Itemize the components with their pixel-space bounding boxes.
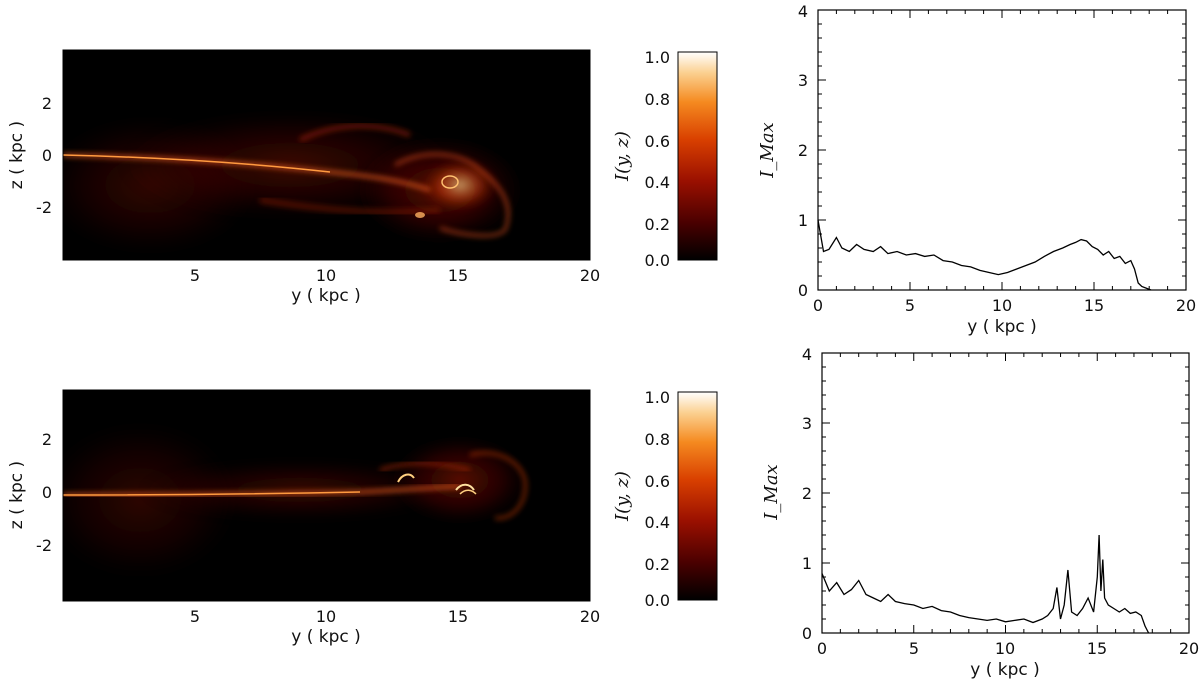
line-top-y-ticks: 0 1 2 3 4 <box>798 2 808 300</box>
x-tick-label: 5 <box>190 266 200 285</box>
x-tick-label: 20 <box>1176 296 1196 315</box>
plot-area <box>817 9 1187 291</box>
line-top-x-ticks: 0 5 10 15 20 <box>813 296 1196 315</box>
line-plot-top-right: 0 1 2 3 4 0 5 10 15 20 y ( kpc ) I_Max <box>757 2 1196 337</box>
y-tick-label: 3 <box>802 414 812 433</box>
line-plot-bottom-right: 0 1 2 3 4 0 5 10 15 20 y ( kpc ) I_Max <box>761 345 1199 680</box>
data-series-line <box>817 219 1152 291</box>
x-tick-label: 10 <box>316 266 336 285</box>
colorbar-top-gradient <box>677 51 718 261</box>
colorbar-bottom-ticks: 1.0 0.8 0.6 0.4 0.2 0.0 <box>645 388 670 610</box>
x-tick-label: 10 <box>992 296 1012 315</box>
y-tick-label: 0 <box>42 483 52 502</box>
jet-emission-bottom <box>63 420 530 580</box>
y-tick-label: 2 <box>42 94 52 113</box>
x-tick-label: 15 <box>448 266 468 285</box>
colorbar-label: I(y, z) <box>612 131 633 182</box>
line-bottom-y-ticks: 0 1 2 3 4 <box>802 345 812 643</box>
colorbar-bottom: 1.0 0.8 0.6 0.4 0.2 0.0 I(y, z) <box>612 388 718 610</box>
x-axis-label: y ( kpc ) <box>291 627 361 647</box>
x-tick-label: 20 <box>1179 639 1199 658</box>
x-tick-label: 5 <box>909 639 919 658</box>
colorbar-label: I(y, z) <box>612 471 633 522</box>
jet-emission-top <box>63 110 525 255</box>
x-tick-label: 5 <box>190 607 200 626</box>
colorbar-top-ticks: 1.0 0.8 0.6 0.4 0.2 0.0 <box>645 48 670 270</box>
data-series-line <box>821 534 1150 634</box>
y-axis-label: z ( kpc ) <box>7 461 27 529</box>
x-tick-label: 15 <box>448 607 468 626</box>
colorbar-tick-label: 0.0 <box>645 591 670 610</box>
y-tick-label: 2 <box>42 430 52 449</box>
x-tick-label: 20 <box>580 266 600 285</box>
y-tick-label: 2 <box>798 141 808 160</box>
y-axis-label: I_Max <box>757 122 778 178</box>
colorbar-tick-label: 0.2 <box>645 555 670 574</box>
x-axis-label: y ( kpc ) <box>970 660 1040 680</box>
colorbar-tick-label: 0.8 <box>645 430 670 449</box>
heatmap-top-y-ticks: 2 0 -2 <box>36 94 52 217</box>
colorbar-tick-label: 0.8 <box>645 90 670 109</box>
colorbar-tick-label: 0.0 <box>645 251 670 270</box>
plot-area <box>821 352 1190 634</box>
x-tick-label: 5 <box>905 296 915 315</box>
y-tick-label: -2 <box>36 198 52 217</box>
y-axis-label: z ( kpc ) <box>7 121 27 189</box>
y-tick-label: 0 <box>42 146 52 165</box>
y-tick-label: 0 <box>802 624 812 643</box>
y-tick-label: 2 <box>802 484 812 503</box>
x-tick-label: 20 <box>580 607 600 626</box>
y-tick-label: 0 <box>798 281 808 300</box>
y-axis-label: I_Max <box>761 464 782 520</box>
colorbar-bottom-gradient <box>677 391 718 601</box>
heatmap-bottom-x-ticks: 5 10 15 20 <box>190 607 600 626</box>
line-bottom-x-ticks: 0 5 10 15 20 <box>817 639 1199 658</box>
y-tick-label: 3 <box>798 71 808 90</box>
colorbar-top: 1.0 0.8 0.6 0.4 0.2 0.0 I(y, z) <box>612 48 718 270</box>
x-axis-label: y ( kpc ) <box>967 317 1037 337</box>
x-axis-label: y ( kpc ) <box>291 286 361 306</box>
y-tick-label: 1 <box>798 211 808 230</box>
colorbar-tick-label: 0.6 <box>645 132 670 151</box>
axis-ticks <box>821 352 1190 634</box>
colorbar-tick-label: 0.4 <box>645 173 670 192</box>
x-tick-label: 10 <box>995 639 1015 658</box>
colorbar-tick-label: 1.0 <box>645 48 670 67</box>
colorbar-tick-label: 0.4 <box>645 513 670 532</box>
x-tick-label: 0 <box>817 639 827 658</box>
y-tick-label: -2 <box>36 536 52 555</box>
colorbar-tick-label: 0.2 <box>645 215 670 234</box>
x-tick-label: 15 <box>1087 639 1107 658</box>
heatmap-bottom-y-ticks: 2 0 -2 <box>36 430 52 555</box>
x-tick-label: 15 <box>1084 296 1104 315</box>
x-tick-label: 10 <box>316 607 336 626</box>
y-tick-label: 1 <box>802 554 812 573</box>
axis-ticks <box>817 9 1187 291</box>
colorbar-tick-label: 0.6 <box>645 472 670 491</box>
x-tick-label: 0 <box>813 296 823 315</box>
heatmap-bottom-left: 2 0 -2 5 10 15 20 y ( kpc ) z ( kpc ) <box>7 389 600 647</box>
heatmap-top-x-ticks: 5 10 15 20 <box>190 266 600 285</box>
y-tick-label: 4 <box>798 2 808 21</box>
y-tick-label: 4 <box>802 345 812 364</box>
colorbar-tick-label: 1.0 <box>645 388 670 407</box>
heatmap-top-left: 2 0 -2 5 10 15 20 y ( kpc ) z ( kpc ) <box>7 49 600 306</box>
